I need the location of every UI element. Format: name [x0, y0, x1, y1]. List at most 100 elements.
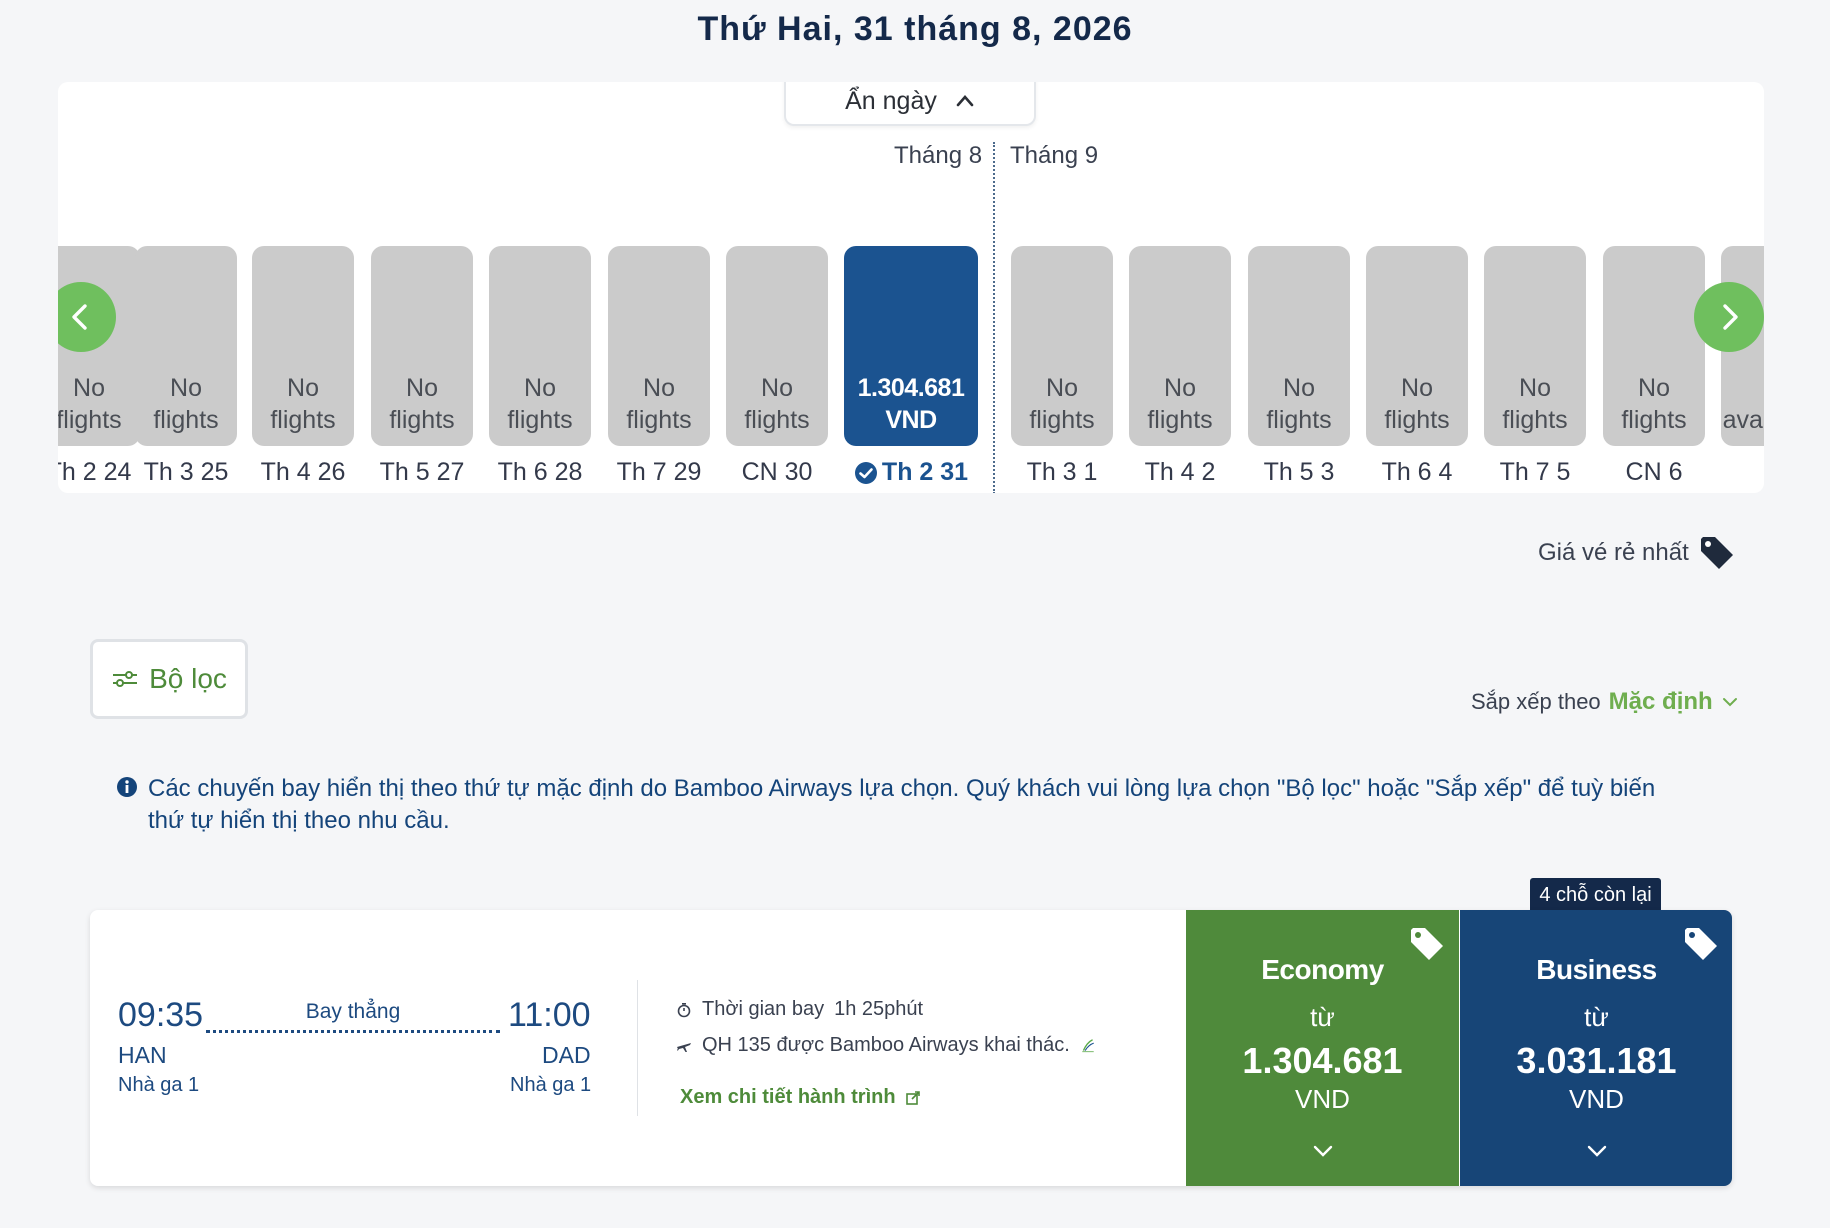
fare-price: 1.304.681	[1242, 1040, 1403, 1081]
chevron-right-icon	[1723, 304, 1738, 330]
card-divider	[637, 980, 638, 1116]
departure-terminal: Nhà ga 1	[118, 1074, 200, 1096]
date-item[interactable]: No flights Th 5 3	[1248, 246, 1350, 487]
date-item[interactable]: No flights Th 2 24	[58, 246, 140, 487]
date-price-line1: No	[406, 374, 438, 402]
date-label: Th 5 3	[1263, 458, 1335, 486]
itinerary-details-link[interactable]: Xem chi tiết hành trình	[680, 1086, 920, 1109]
fare-currency: VND	[1295, 1084, 1350, 1114]
business-fare-option[interactable]: Business từ 3.031.181 VND	[1460, 910, 1732, 1186]
date-strip: No flights Th 2 24 No flights Th 3 25 No…	[58, 246, 1764, 486]
airplane-icon	[677, 1042, 691, 1052]
date-card[interactable]: No flights	[1248, 246, 1350, 446]
itinerary-details-label: Xem chi tiết hành trình	[680, 1086, 896, 1108]
date-item[interactable]: No flights Th 5 27	[371, 246, 473, 487]
date-card[interactable]: No flights	[1484, 246, 1586, 446]
next-dates-button[interactable]	[1694, 282, 1764, 352]
date-item[interactable]: No flights Th 7 29	[608, 246, 710, 487]
sort-value[interactable]: Mặc định	[1608, 688, 1713, 715]
date-item[interactable]: No flights Th 3 1	[1011, 246, 1113, 487]
date-price-line1: No	[1638, 374, 1670, 402]
date-price-line1: No	[1164, 374, 1196, 402]
chevron-down-icon	[1722, 698, 1737, 707]
price-tag-icon	[1411, 928, 1443, 960]
route-line	[206, 1030, 500, 1033]
date-price-line1: No	[170, 374, 202, 402]
date-price-line2: flights	[1621, 406, 1687, 434]
chevron-down-icon	[1313, 1145, 1333, 1157]
external-link-icon	[905, 1090, 920, 1105]
sort-label: Sắp xếp theo	[1471, 689, 1601, 714]
date-card[interactable]: No flights	[1603, 246, 1705, 446]
date-price-line2: flights	[1384, 406, 1450, 434]
date-label: Th 4 26	[260, 458, 346, 486]
date-card[interactable]: No flights	[726, 246, 828, 446]
date-label: Th 7 29	[616, 458, 702, 486]
date-price-line1: 1.304.681	[857, 374, 965, 402]
date-price-line1: No	[73, 374, 105, 402]
date-price-line1: No	[1283, 374, 1315, 402]
operator-text: QH 135 được Bamboo Airways khai thác.	[702, 1034, 1070, 1056]
date-card-selected[interactable]: 1.304.681 VND	[844, 246, 978, 446]
flight-duration: Thời gian bay 1h 25phút	[676, 998, 923, 1021]
date-item[interactable]: No flights Th 6 4	[1366, 246, 1468, 487]
prev-dates-button[interactable]	[58, 282, 116, 352]
duration-value: 1h 25phút	[834, 998, 924, 1020]
date-card[interactable]: No flights	[489, 246, 591, 446]
date-card[interactable]: No flights	[252, 246, 354, 446]
date-price-line2: flights	[389, 406, 455, 434]
date-item[interactable]: No flights CN 30	[726, 246, 828, 487]
date-price-line1: No	[643, 374, 675, 402]
date-item-selected[interactable]: 1.304.681 VND Th 2 31	[844, 246, 978, 487]
date-price-line2: flights	[744, 406, 810, 434]
info-notice: Các chuyến bay hiển thị theo thứ tự mặc …	[116, 773, 1696, 837]
date-label: Th 2 24	[58, 458, 132, 486]
date-label-text: Th 2 31	[881, 458, 969, 486]
duration-label: Thời gian bay	[702, 998, 825, 1020]
date-card[interactable]: No flights	[371, 246, 473, 446]
month-divider	[993, 142, 995, 493]
chevron-down-icon	[1587, 1145, 1607, 1157]
stopwatch-icon	[677, 1002, 691, 1017]
seats-left-badge: 4 chỗ còn lại	[1530, 878, 1661, 912]
date-item[interactable]: No flights CN 6	[1603, 246, 1705, 487]
date-label: Th 4 2	[1144, 458, 1216, 486]
date-price-line1: No	[287, 374, 319, 402]
date-item[interactable]: No flights Th 3 25	[135, 246, 237, 487]
date-card[interactable]: No flights	[1011, 246, 1113, 446]
arrival-airport-code: DAD	[542, 1042, 591, 1068]
month-label-aug: Tháng 8	[894, 142, 983, 169]
economy-fare-option[interactable]: Economy từ 1.304.681 VND	[1186, 910, 1459, 1186]
date-price-line1: No	[1401, 374, 1433, 402]
sort-control[interactable]: Sắp xếp theo Mặc định	[1471, 688, 1739, 716]
date-selector-panel: Ẩn ngày Tháng 8 Tháng 9 No flights Th 2 …	[58, 82, 1764, 493]
date-price-line2: flights	[507, 406, 573, 434]
date-card[interactable]: No flights	[608, 246, 710, 446]
date-price-line2: flights	[1029, 406, 1095, 434]
date-item[interactable]: No flights Th 4 26	[252, 246, 354, 487]
hide-dates-toggle[interactable]: Ẩn ngày	[784, 82, 1036, 126]
date-price-line2: flights	[270, 406, 336, 434]
date-price-line2: flights	[1266, 406, 1332, 434]
chevron-up-icon	[956, 95, 974, 107]
date-price-line1: No	[1046, 374, 1078, 402]
fare-currency: VND	[1569, 1084, 1624, 1114]
date-item[interactable]: No flights Th 6 28	[489, 246, 591, 487]
cheapest-fare-label: Giá vé rẻ nhất	[1538, 539, 1689, 566]
chevron-left-icon	[72, 304, 87, 330]
date-price-line1: No	[761, 374, 793, 402]
date-card[interactable]: No flights	[1366, 246, 1468, 446]
date-card[interactable]: No flights	[1129, 246, 1231, 446]
fare-from-label: từ	[1310, 1002, 1335, 1032]
cheapest-fare-legend: Giá vé rẻ nhất	[1538, 533, 1737, 573]
date-price-line2: flights	[626, 406, 692, 434]
date-item[interactable]: No flights Th 7 5	[1484, 246, 1586, 487]
date-card[interactable]: No flights	[135, 246, 237, 446]
date-price-line1: No	[1519, 374, 1551, 402]
price-tag-icon	[1685, 928, 1717, 960]
date-item[interactable]: No flights Th 4 2	[1129, 246, 1231, 487]
filter-button[interactable]: Bộ lọc	[90, 639, 248, 719]
arrival-time: 11:00	[508, 996, 591, 1034]
date-price-line2: available	[1722, 406, 1764, 434]
bamboo-airways-logo-icon	[1082, 1038, 1094, 1052]
